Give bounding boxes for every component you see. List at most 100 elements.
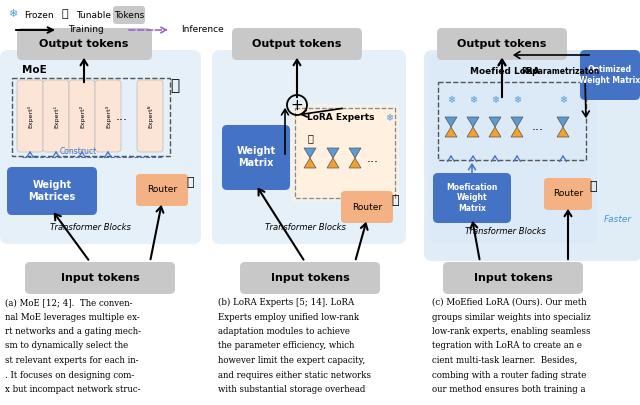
FancyBboxPatch shape xyxy=(240,262,380,294)
Text: 🔥: 🔥 xyxy=(589,181,596,194)
Text: low-rank experts, enabling seamless: low-rank experts, enabling seamless xyxy=(432,327,591,336)
FancyBboxPatch shape xyxy=(443,262,583,294)
Text: Expert⁰: Expert⁰ xyxy=(27,104,33,128)
Polygon shape xyxy=(511,127,523,137)
Text: Construct: Construct xyxy=(60,147,97,156)
Text: the parameter efficiency, which: the parameter efficiency, which xyxy=(218,341,355,350)
Text: Experts employ unified low-rank: Experts employ unified low-rank xyxy=(218,313,359,322)
Polygon shape xyxy=(467,127,479,137)
FancyBboxPatch shape xyxy=(433,173,511,223)
Polygon shape xyxy=(511,117,523,127)
Bar xyxy=(12,78,170,156)
Text: Expert³: Expert³ xyxy=(105,104,111,128)
FancyBboxPatch shape xyxy=(428,55,597,243)
Text: ❄: ❄ xyxy=(447,95,455,105)
Text: Faster: Faster xyxy=(604,215,632,224)
Text: Training: Training xyxy=(68,26,104,34)
Polygon shape xyxy=(557,117,569,127)
FancyBboxPatch shape xyxy=(580,50,640,100)
FancyBboxPatch shape xyxy=(222,125,290,190)
Text: 🔥: 🔥 xyxy=(307,133,313,143)
Polygon shape xyxy=(304,148,316,158)
Polygon shape xyxy=(349,148,361,158)
FancyBboxPatch shape xyxy=(0,50,201,244)
Text: (a) MoE [12; 4].  The conven-: (a) MoE [12; 4]. The conven- xyxy=(5,298,132,307)
FancyBboxPatch shape xyxy=(25,262,175,294)
Polygon shape xyxy=(304,158,316,168)
Text: ...: ... xyxy=(367,151,379,164)
Text: ❄: ❄ xyxy=(8,9,18,19)
Text: Transformer Blocks: Transformer Blocks xyxy=(49,222,131,232)
Polygon shape xyxy=(327,148,339,158)
Text: Frozen: Frozen xyxy=(24,11,54,19)
FancyBboxPatch shape xyxy=(232,28,362,60)
Text: ...: ... xyxy=(532,121,544,134)
Text: Router: Router xyxy=(147,185,177,194)
FancyBboxPatch shape xyxy=(43,80,69,152)
Text: Weight
Matrices: Weight Matrices xyxy=(28,180,76,202)
Text: Expertᴺ: Expertᴺ xyxy=(147,104,153,128)
FancyBboxPatch shape xyxy=(544,178,592,210)
FancyBboxPatch shape xyxy=(437,28,567,60)
Text: Expert²: Expert² xyxy=(79,104,85,128)
FancyBboxPatch shape xyxy=(7,167,97,215)
Text: Input tokens: Input tokens xyxy=(61,273,140,283)
Text: (b) LoRA Experts [5; 14]. LoRA: (b) LoRA Experts [5; 14]. LoRA xyxy=(218,298,355,307)
Text: Optimized
Weight Matrix: Optimized Weight Matrix xyxy=(579,65,640,85)
Text: Output tokens: Output tokens xyxy=(39,39,129,49)
Text: Output tokens: Output tokens xyxy=(252,39,342,49)
Text: x but incompact network struc-: x but incompact network struc- xyxy=(5,385,141,394)
FancyBboxPatch shape xyxy=(136,174,188,206)
Text: Tokens: Tokens xyxy=(114,11,144,19)
Text: rt networks and a gating mech-: rt networks and a gating mech- xyxy=(5,327,141,336)
Text: Weight
Matrix: Weight Matrix xyxy=(236,146,276,168)
Text: LoRA Experts: LoRA Experts xyxy=(307,113,375,122)
Text: ❄: ❄ xyxy=(513,95,521,105)
FancyBboxPatch shape xyxy=(341,191,393,223)
Text: our method ensures both training a: our method ensures both training a xyxy=(432,385,586,394)
Polygon shape xyxy=(349,158,361,168)
FancyBboxPatch shape xyxy=(113,6,145,24)
FancyBboxPatch shape xyxy=(212,50,406,244)
Text: groups similar weights into specializ: groups similar weights into specializ xyxy=(432,313,591,322)
Text: ❄: ❄ xyxy=(491,95,499,105)
Text: Expert¹: Expert¹ xyxy=(53,104,59,128)
Polygon shape xyxy=(467,117,479,127)
Polygon shape xyxy=(557,127,569,137)
FancyBboxPatch shape xyxy=(17,28,152,60)
Text: Transformer Blocks: Transformer Blocks xyxy=(264,222,346,232)
FancyBboxPatch shape xyxy=(17,80,43,152)
Text: MoE: MoE xyxy=(22,65,47,75)
Text: ❄: ❄ xyxy=(559,95,567,105)
Text: nal MoE leverages multiple ex-: nal MoE leverages multiple ex- xyxy=(5,313,140,322)
Text: 🔥: 🔥 xyxy=(186,177,194,190)
Text: Moefication
Weight
Matrix: Moefication Weight Matrix xyxy=(446,183,498,213)
FancyBboxPatch shape xyxy=(424,50,640,261)
Text: Input tokens: Input tokens xyxy=(474,273,552,283)
Text: ...: ... xyxy=(116,109,128,122)
Text: Tunable: Tunable xyxy=(76,11,111,19)
Text: cient multi-task learner.  Besides,: cient multi-task learner. Besides, xyxy=(432,356,577,365)
Text: adaptation modules to achieve: adaptation modules to achieve xyxy=(218,327,350,336)
FancyBboxPatch shape xyxy=(69,80,95,152)
Polygon shape xyxy=(445,127,457,137)
FancyBboxPatch shape xyxy=(291,104,399,202)
Text: Router: Router xyxy=(553,190,583,198)
Text: sm to dynamically select the: sm to dynamically select the xyxy=(5,341,128,350)
FancyBboxPatch shape xyxy=(95,80,121,152)
Text: st relevant experts for each in-: st relevant experts for each in- xyxy=(5,356,138,365)
Text: +: + xyxy=(291,98,303,113)
Text: combing with a router fading strate: combing with a router fading strate xyxy=(432,371,586,379)
Text: Output tokens: Output tokens xyxy=(458,39,547,49)
Text: however limit the expert capacity,: however limit the expert capacity, xyxy=(218,356,365,365)
Text: (c) MoEfied LoRA (Ours). Our meth: (c) MoEfied LoRA (Ours). Our meth xyxy=(432,298,587,307)
Text: . It focuses on designing com-: . It focuses on designing com- xyxy=(5,371,134,379)
FancyBboxPatch shape xyxy=(137,80,163,152)
Text: Transformer Blocks: Transformer Blocks xyxy=(465,228,545,237)
Text: Reparametrizaton: Reparametrizaton xyxy=(521,68,599,77)
Text: 🔥: 🔥 xyxy=(391,194,399,207)
Bar xyxy=(295,108,395,198)
Text: with substantial storage overhead: with substantial storage overhead xyxy=(218,385,365,394)
Text: ❄: ❄ xyxy=(385,113,393,123)
Text: and requires either static networks: and requires either static networks xyxy=(218,371,371,379)
